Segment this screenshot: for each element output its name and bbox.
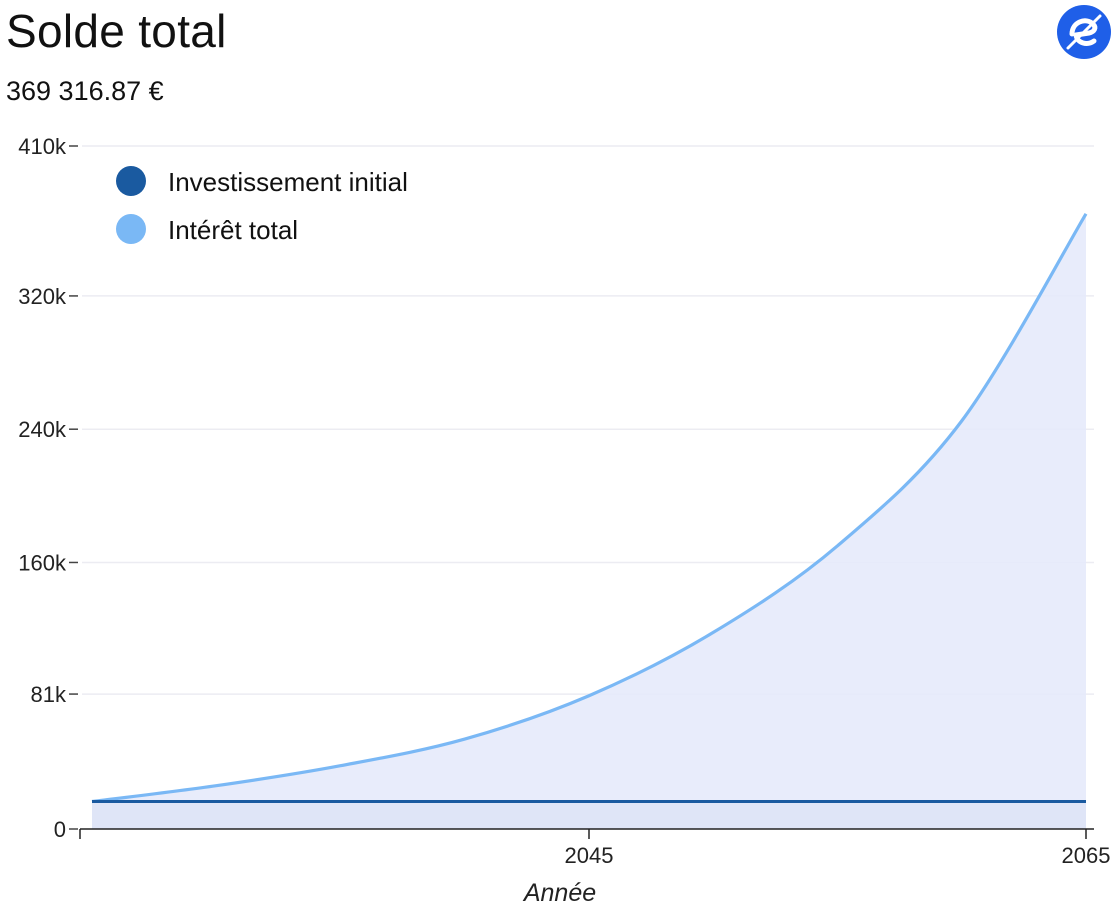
y-tick-label: 240k — [18, 417, 67, 442]
interest-area — [92, 213, 1086, 830]
y-tick-label: 81k — [31, 682, 67, 707]
y-tick-label: 160k — [18, 550, 67, 575]
legend-swatch-interest — [116, 214, 146, 244]
interest-line — [91, 212, 1088, 804]
x-axis-title: Année — [522, 879, 596, 907]
y-tick-label: 410k — [18, 134, 67, 159]
y-tick-label: 0 — [54, 817, 66, 842]
page-title: Solde total — [6, 5, 227, 57]
x-tick-label: 2045 — [565, 843, 614, 868]
legend: Investissement initial Intérêt total — [116, 166, 408, 245]
total-balance-value: 369 316.87 € — [6, 76, 164, 106]
y-tick-label: 320k — [18, 284, 67, 309]
x-tick-label: 2065 — [1062, 843, 1111, 868]
e-logo-icon — [1056, 4, 1112, 60]
legend-swatch-investment — [116, 166, 146, 196]
legend-label-investment: Investissement initial — [168, 167, 408, 197]
legend-label-interest: Intérêt total — [168, 215, 298, 245]
investment-area — [92, 801, 1086, 829]
